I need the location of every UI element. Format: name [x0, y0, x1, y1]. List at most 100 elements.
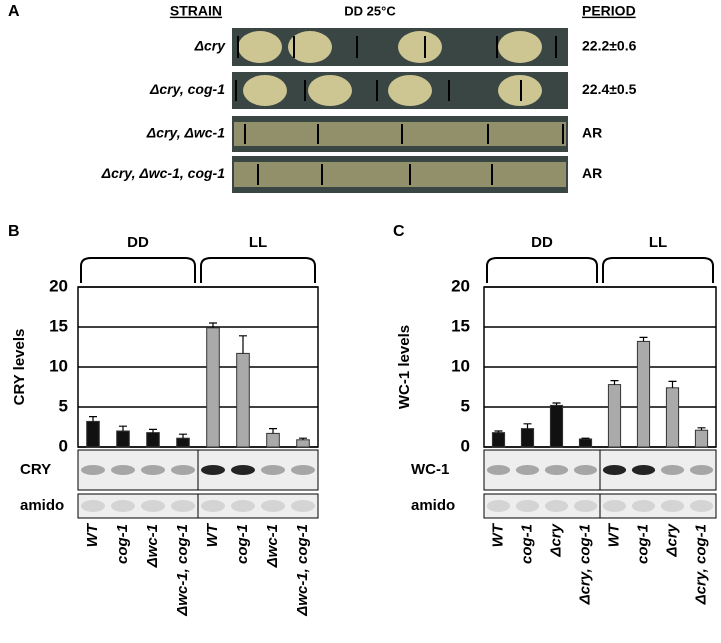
strain-label: Δcry, cog-1	[149, 81, 225, 97]
y-tick-label: 5	[59, 396, 68, 415]
conidia-band	[238, 31, 282, 63]
panel-letter: C	[393, 223, 405, 240]
error-bar	[581, 437, 590, 439]
bar	[549, 404, 564, 448]
blot-band	[201, 500, 225, 512]
x-tick-label: cog-1	[634, 524, 651, 564]
blot-band	[141, 500, 165, 512]
group-bracket	[602, 257, 714, 283]
blot-band	[486, 500, 511, 512]
x-tick-label: cog-1	[234, 524, 251, 564]
error-bar	[668, 380, 677, 388]
blot-band	[515, 500, 540, 512]
x-tick-label: Δwc-1	[144, 524, 161, 568]
blot-band	[171, 465, 195, 475]
group-label: DD	[531, 234, 553, 251]
error-bar	[119, 425, 127, 431]
bar	[146, 432, 160, 448]
error-bar	[494, 430, 503, 433]
blot-band	[201, 465, 225, 475]
blot-band	[231, 500, 255, 512]
blot-label: amido	[20, 497, 64, 514]
blot-band	[631, 465, 656, 475]
group-label: DD	[127, 234, 149, 251]
conidia-band	[243, 75, 287, 106]
blot-band	[602, 465, 627, 475]
bar	[296, 439, 310, 448]
y-tick-label: 20	[49, 276, 68, 295]
error-bar	[149, 428, 157, 433]
y-tick-label: 20	[451, 276, 470, 295]
x-tick-label: WT	[84, 522, 101, 547]
bar	[266, 432, 280, 448]
x-tick-label: cog-1	[518, 524, 535, 564]
header: STRAIN	[170, 3, 222, 19]
plot-frame	[77, 286, 319, 448]
blot-label: CRY	[20, 461, 51, 478]
group-label: LL	[649, 234, 667, 251]
blot-band	[291, 465, 315, 475]
blot-band	[660, 500, 685, 512]
blot-band	[171, 500, 195, 512]
blot-band	[261, 465, 285, 475]
blot-band	[631, 500, 656, 512]
panel-letter: A	[8, 3, 20, 20]
strain-label: Δcry, Δwc-1	[146, 125, 225, 141]
plot-frame	[483, 286, 717, 448]
error-bar	[552, 402, 561, 406]
blot-band	[544, 465, 569, 475]
x-tick-label: WT	[605, 522, 622, 547]
blot-band	[261, 500, 285, 512]
header: DD 25°C	[344, 3, 396, 18]
error-bar	[299, 437, 307, 440]
group-label: LL	[249, 234, 267, 251]
blot-band	[515, 465, 540, 475]
y-tick-label: 10	[49, 356, 68, 375]
conidia-band	[398, 31, 442, 63]
x-tick-label: cog-1	[114, 524, 131, 564]
blot-label: amido	[411, 497, 455, 514]
y-tick-label: 10	[451, 356, 470, 375]
y-axis-label: CRY levels	[11, 329, 28, 406]
bar	[636, 340, 651, 448]
bar	[206, 327, 220, 448]
error-bar	[269, 428, 277, 434]
bar	[607, 384, 622, 448]
period-label: 22.2±0.6	[582, 38, 637, 54]
conidia-band	[498, 31, 542, 63]
conidia-band	[288, 31, 332, 63]
x-tick-label: Δcry, cog-1	[692, 524, 709, 605]
header: PERIOD	[582, 3, 636, 19]
conidia-band	[308, 75, 352, 106]
bar	[578, 438, 593, 448]
x-tick-label: WT	[489, 522, 506, 547]
period-label: 22.4±0.5	[582, 81, 637, 97]
x-tick-label: Δwc-1	[264, 524, 281, 568]
blot-band	[544, 500, 569, 512]
blot-band	[81, 500, 105, 512]
y-tick-label: 0	[59, 436, 68, 455]
blot-band	[81, 465, 105, 475]
x-tick-label: Δcry	[663, 523, 680, 557]
blot-band	[689, 500, 714, 512]
blot-label: WC-1	[411, 461, 449, 478]
y-tick-label: 0	[461, 436, 470, 455]
strain-label: Δcry	[194, 38, 227, 54]
y-tick-label: 5	[461, 396, 470, 415]
error-bar	[239, 335, 247, 354]
blot-band	[573, 500, 598, 512]
y-tick-label: 15	[451, 316, 470, 335]
bar	[236, 352, 250, 448]
blot-band	[602, 500, 627, 512]
blot-band	[689, 465, 714, 475]
blot-band	[111, 465, 135, 475]
blot-band	[573, 465, 598, 475]
x-tick-label: Δwc-1, cog-1	[174, 524, 191, 617]
mycelium	[234, 162, 566, 187]
conidia-band	[388, 75, 432, 106]
bar	[694, 429, 709, 448]
error-bar	[89, 416, 97, 422]
x-tick-label: Δwc-1, cog-1	[294, 524, 311, 617]
error-bar	[610, 380, 619, 385]
error-bar	[209, 322, 217, 328]
